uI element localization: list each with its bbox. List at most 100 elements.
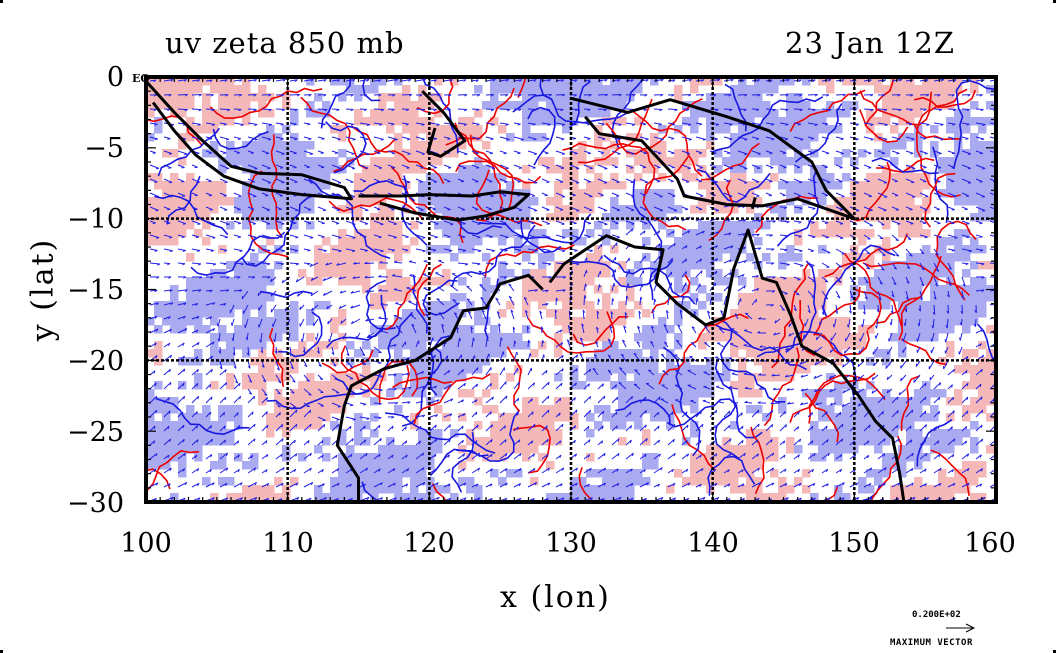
wind-vector [611, 220, 619, 224]
vorticity-cell [730, 205, 739, 214]
vorticity-cell [866, 173, 875, 182]
vorticity-cell [410, 445, 419, 454]
vorticity-cell [882, 181, 891, 190]
vorticity-cell [250, 493, 259, 502]
positive-contour [862, 262, 970, 296]
vorticity-cell [834, 157, 843, 166]
vorticity-cell [786, 277, 795, 286]
vorticity-cell [410, 485, 419, 494]
wind-vector-head [323, 250, 327, 253]
vorticity-cell [978, 157, 987, 166]
vorticity-cell [762, 277, 771, 286]
wind-vector-head [587, 79, 591, 83]
wind-vector [597, 136, 606, 140]
wind-vector [765, 122, 775, 125]
vorticity-cell [594, 333, 603, 342]
vorticity-cell [962, 317, 971, 326]
vorticity-cell [426, 197, 435, 206]
vorticity-cell [274, 197, 283, 206]
vorticity-cell [874, 149, 883, 158]
vorticity-cell [482, 389, 491, 398]
vorticity-cell [234, 93, 243, 102]
positive-contour [898, 255, 942, 341]
vorticity-cell [978, 309, 987, 318]
vorticity-cell [698, 109, 707, 118]
vorticity-cell [458, 373, 467, 382]
vorticity-cell [786, 101, 795, 110]
vorticity-cell [290, 317, 299, 326]
vorticity-cell [746, 445, 755, 454]
wind-vector-head [660, 139, 664, 141]
wind-vector [555, 220, 565, 225]
vorticity-cell [650, 197, 659, 206]
vorticity-cell [930, 485, 939, 494]
vorticity-cell [162, 221, 171, 230]
vorticity-cell [970, 101, 979, 110]
vorticity-cell [434, 333, 443, 342]
vorticity-cell [746, 253, 755, 262]
wind-vector [163, 248, 173, 252]
vorticity-cell [882, 149, 891, 158]
positive-contour [631, 109, 703, 177]
vorticity-cell [930, 101, 939, 110]
vorticity-cell [266, 325, 275, 334]
vorticity-cell [266, 357, 275, 366]
wind-vector-head [321, 236, 325, 238]
vorticity-cell [890, 141, 899, 150]
vorticity-cell [730, 477, 739, 486]
vorticity-cell [634, 189, 643, 198]
vorticity-cell [866, 301, 875, 310]
vorticity-cell [474, 221, 483, 230]
wind-vector [541, 79, 551, 82]
wind-vector-head [574, 249, 578, 252]
vorticity-cell [218, 437, 227, 446]
vorticity-cell [594, 221, 603, 230]
wind-vector-head [505, 94, 509, 97]
wind-vector-head [771, 248, 775, 251]
vorticity-cell [698, 165, 707, 174]
vorticity-cell [746, 317, 755, 326]
vorticity-cell [986, 389, 995, 398]
vorticity-cell [962, 429, 971, 438]
vorticity-cell [330, 397, 339, 406]
vorticity-cell [322, 181, 331, 190]
vorticity-cell [482, 165, 491, 174]
vorticity-cell [746, 93, 755, 102]
vorticity-cell [466, 245, 475, 254]
vorticity-cell [906, 293, 915, 302]
vorticity-cell [618, 365, 627, 374]
wind-vector [191, 234, 200, 238]
vorticity-cell [738, 229, 747, 238]
wind-vector [891, 136, 901, 140]
positive-contour [824, 233, 909, 278]
vorticity-cell [562, 293, 571, 302]
vorticity-cell [562, 101, 571, 110]
vorticity-cell [602, 85, 611, 94]
vorticity-cell [826, 221, 835, 230]
vorticity-cell [554, 85, 563, 94]
vorticity-cell [170, 197, 179, 206]
vorticity-cell [234, 301, 243, 310]
wind-vector-head [294, 79, 298, 82]
vorticity-cell [778, 205, 787, 214]
negative-contour [512, 94, 628, 124]
wind-vector-head [893, 267, 897, 270]
vorticity-cell [562, 317, 571, 326]
vorticity-cell [970, 165, 979, 174]
wind-vector [863, 79, 872, 82]
vorticity-cell [818, 333, 827, 342]
vorticity-cell [306, 405, 315, 414]
wind-vector-head [490, 138, 494, 141]
vorticity-cell [986, 101, 995, 110]
wind-vector [989, 79, 996, 82]
wind-vector [392, 275, 403, 278]
vorticity-cell [770, 365, 779, 374]
vorticity-cell [802, 101, 811, 110]
vorticity-cell [834, 333, 843, 342]
vorticity-cell [594, 93, 603, 102]
vorticity-cell [242, 189, 251, 198]
vorticity-cell [266, 421, 275, 430]
vorticity-cell [626, 477, 635, 486]
vorticity-cell [642, 429, 651, 438]
vorticity-cell [202, 285, 211, 294]
